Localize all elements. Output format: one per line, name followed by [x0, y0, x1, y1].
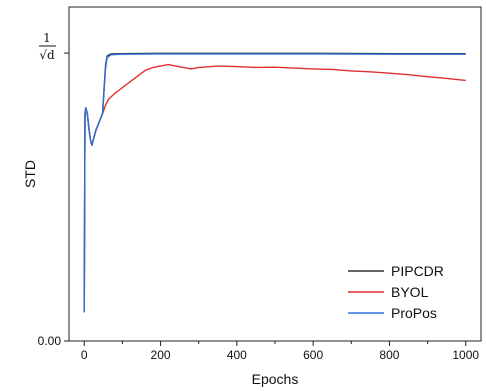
series-layer	[83, 52, 466, 313]
x-tick-label: 400	[227, 348, 247, 362]
x-axis-ticks: 0 200 400 600 800 1000	[81, 341, 479, 362]
legend: PIPCDR BYOL ProPos	[348, 263, 444, 321]
y-tick-label-top: 1 √d	[39, 31, 56, 62]
x-tick-label: 800	[379, 348, 399, 362]
y-axis-label: STD	[22, 160, 38, 188]
x-tick-label: 200	[151, 348, 171, 362]
x-axis-label: Epochs	[252, 371, 299, 387]
legend-label-pipcdr: PIPCDR	[391, 263, 444, 279]
x-tick-label: 600	[303, 348, 323, 362]
y-tick-label-top-numerator: 1	[43, 31, 51, 45]
y-tick-label-top-denominator: √d	[39, 48, 55, 62]
series-line-propos	[83, 53, 466, 313]
y-tick-label-zero: 0.00	[38, 334, 62, 348]
legend-label-propos: ProPos	[391, 305, 437, 321]
legend-label-byol: BYOL	[391, 284, 429, 300]
x-tick-label: 1000	[452, 348, 479, 362]
y-axis-ticks	[64, 52, 69, 342]
x-tick-label: 0	[81, 348, 88, 362]
